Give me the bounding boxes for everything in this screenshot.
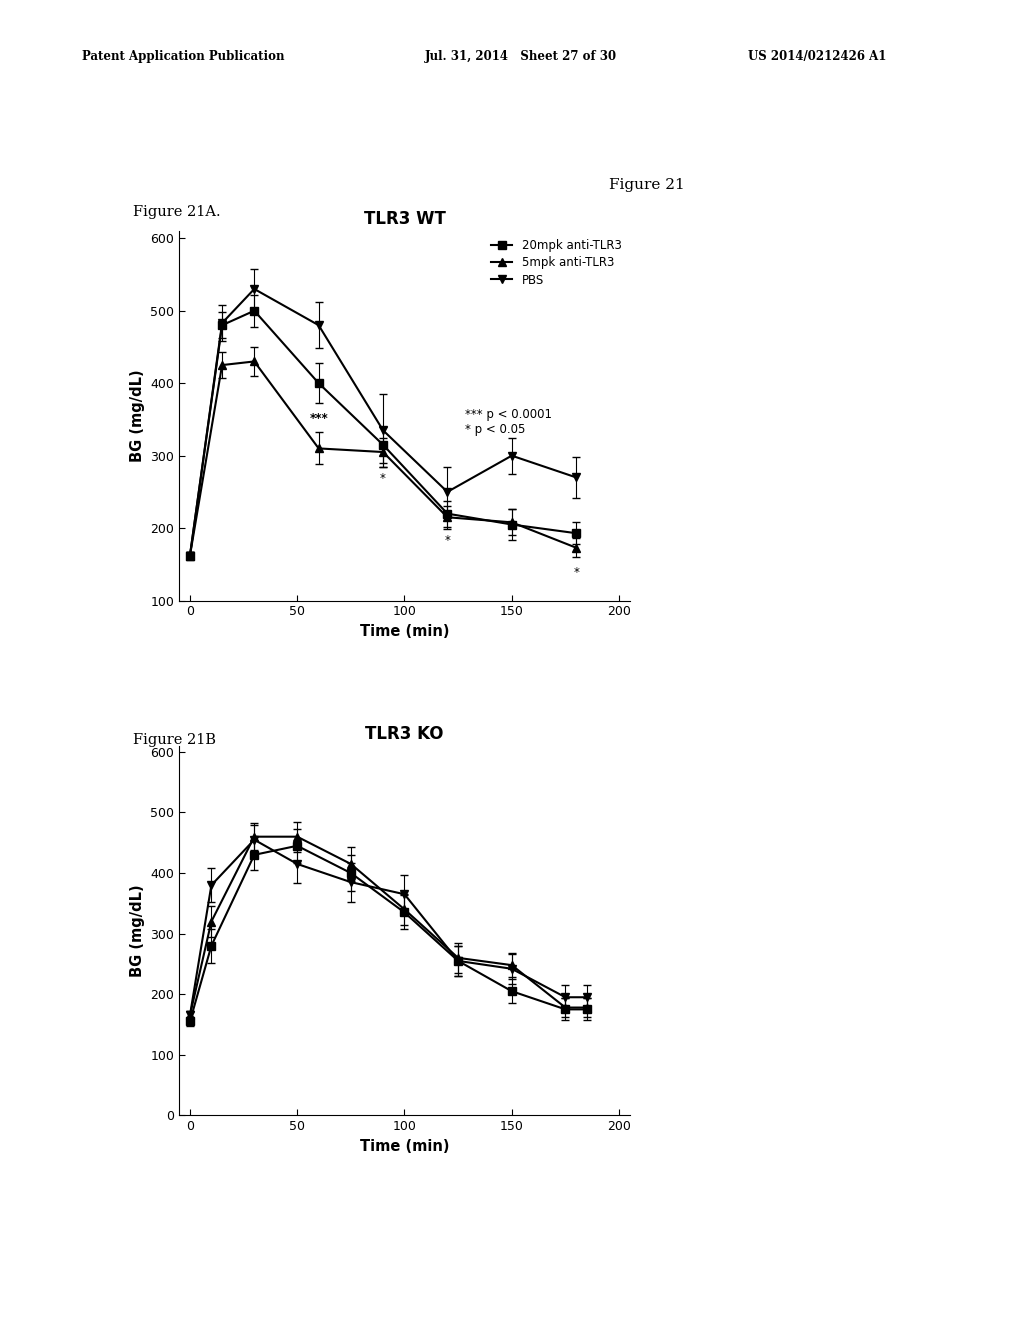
Text: Figure 21A.: Figure 21A. — [133, 205, 221, 219]
PBS — [248, 832, 260, 847]
PBS — [345, 874, 357, 890]
Text: *: * — [380, 471, 386, 484]
5mpk anti-TLR3 — [183, 548, 196, 564]
20mpk anti-TLR3 — [312, 375, 325, 391]
PBS — [183, 548, 196, 564]
5mpk anti-TLR3 — [205, 913, 217, 929]
Title: TLR3 KO: TLR3 KO — [366, 725, 443, 743]
20mpk anti-TLR3 — [216, 317, 228, 333]
5mpk anti-TLR3 — [559, 999, 571, 1015]
20mpk anti-TLR3 — [506, 516, 518, 532]
Line: 5mpk anti-TLR3: 5mpk anti-TLR3 — [185, 358, 581, 560]
Line: 20mpk anti-TLR3: 20mpk anti-TLR3 — [185, 306, 581, 560]
20mpk anti-TLR3 — [581, 1002, 593, 1018]
5mpk anti-TLR3 — [441, 510, 454, 525]
Text: *** p < 0.0001
* p < 0.05: *** p < 0.0001 * p < 0.05 — [465, 408, 552, 437]
PBS — [216, 315, 228, 331]
5mpk anti-TLR3 — [581, 999, 593, 1015]
X-axis label: Time (min): Time (min) — [359, 624, 450, 639]
20mpk anti-TLR3 — [570, 525, 583, 541]
5mpk anti-TLR3 — [248, 354, 260, 370]
20mpk anti-TLR3 — [398, 904, 411, 920]
5mpk anti-TLR3 — [183, 1007, 196, 1023]
PBS — [581, 989, 593, 1005]
PBS — [291, 857, 303, 873]
PBS — [205, 878, 217, 894]
Line: PBS: PBS — [185, 285, 581, 560]
Text: ***: *** — [309, 412, 328, 425]
Text: US 2014/0212426 A1: US 2014/0212426 A1 — [748, 50, 886, 63]
5mpk anti-TLR3 — [291, 829, 303, 845]
PBS — [452, 953, 464, 969]
20mpk anti-TLR3 — [183, 1014, 196, 1030]
Text: Figure 21B: Figure 21B — [133, 733, 216, 747]
20mpk anti-TLR3 — [559, 1002, 571, 1018]
20mpk anti-TLR3 — [441, 506, 454, 521]
Y-axis label: BG (mg/dL): BG (mg/dL) — [130, 370, 144, 462]
Line: 5mpk anti-TLR3: 5mpk anti-TLR3 — [185, 833, 591, 1019]
5mpk anti-TLR3 — [506, 957, 518, 973]
5mpk anti-TLR3 — [570, 540, 583, 556]
20mpk anti-TLR3 — [248, 847, 260, 863]
5mpk anti-TLR3 — [506, 515, 518, 531]
Text: *: * — [444, 533, 451, 546]
5mpk anti-TLR3 — [398, 902, 411, 917]
5mpk anti-TLR3 — [248, 829, 260, 845]
20mpk anti-TLR3 — [205, 937, 217, 953]
PBS — [248, 281, 260, 297]
Y-axis label: BG (mg/dL): BG (mg/dL) — [130, 884, 144, 977]
PBS — [506, 961, 518, 977]
20mpk anti-TLR3 — [506, 983, 518, 999]
Text: *: * — [573, 566, 579, 578]
PBS — [377, 422, 389, 438]
Title: TLR3 WT: TLR3 WT — [364, 210, 445, 228]
PBS — [506, 447, 518, 463]
Line: PBS: PBS — [185, 836, 591, 1019]
20mpk anti-TLR3 — [183, 548, 196, 564]
PBS — [570, 470, 583, 486]
5mpk anti-TLR3 — [312, 441, 325, 457]
5mpk anti-TLR3 — [377, 444, 389, 459]
PBS — [441, 484, 454, 500]
PBS — [398, 886, 411, 902]
5mpk anti-TLR3 — [452, 950, 464, 966]
5mpk anti-TLR3 — [216, 358, 228, 374]
Text: Patent Application Publication: Patent Application Publication — [82, 50, 285, 63]
20mpk anti-TLR3 — [248, 302, 260, 318]
PBS — [312, 317, 325, 333]
PBS — [183, 1007, 196, 1023]
X-axis label: Time (min): Time (min) — [359, 1139, 450, 1154]
5mpk anti-TLR3 — [345, 857, 357, 873]
20mpk anti-TLR3 — [345, 865, 357, 880]
20mpk anti-TLR3 — [377, 437, 389, 453]
PBS — [559, 989, 571, 1005]
Line: 20mpk anti-TLR3: 20mpk anti-TLR3 — [185, 842, 591, 1026]
Legend: 20mpk anti-TLR3, 5mpk anti-TLR3, PBS: 20mpk anti-TLR3, 5mpk anti-TLR3, PBS — [486, 235, 627, 292]
Text: Jul. 31, 2014   Sheet 27 of 30: Jul. 31, 2014 Sheet 27 of 30 — [425, 50, 617, 63]
20mpk anti-TLR3 — [291, 838, 303, 854]
20mpk anti-TLR3 — [452, 953, 464, 969]
Text: Figure 21: Figure 21 — [609, 178, 685, 193]
